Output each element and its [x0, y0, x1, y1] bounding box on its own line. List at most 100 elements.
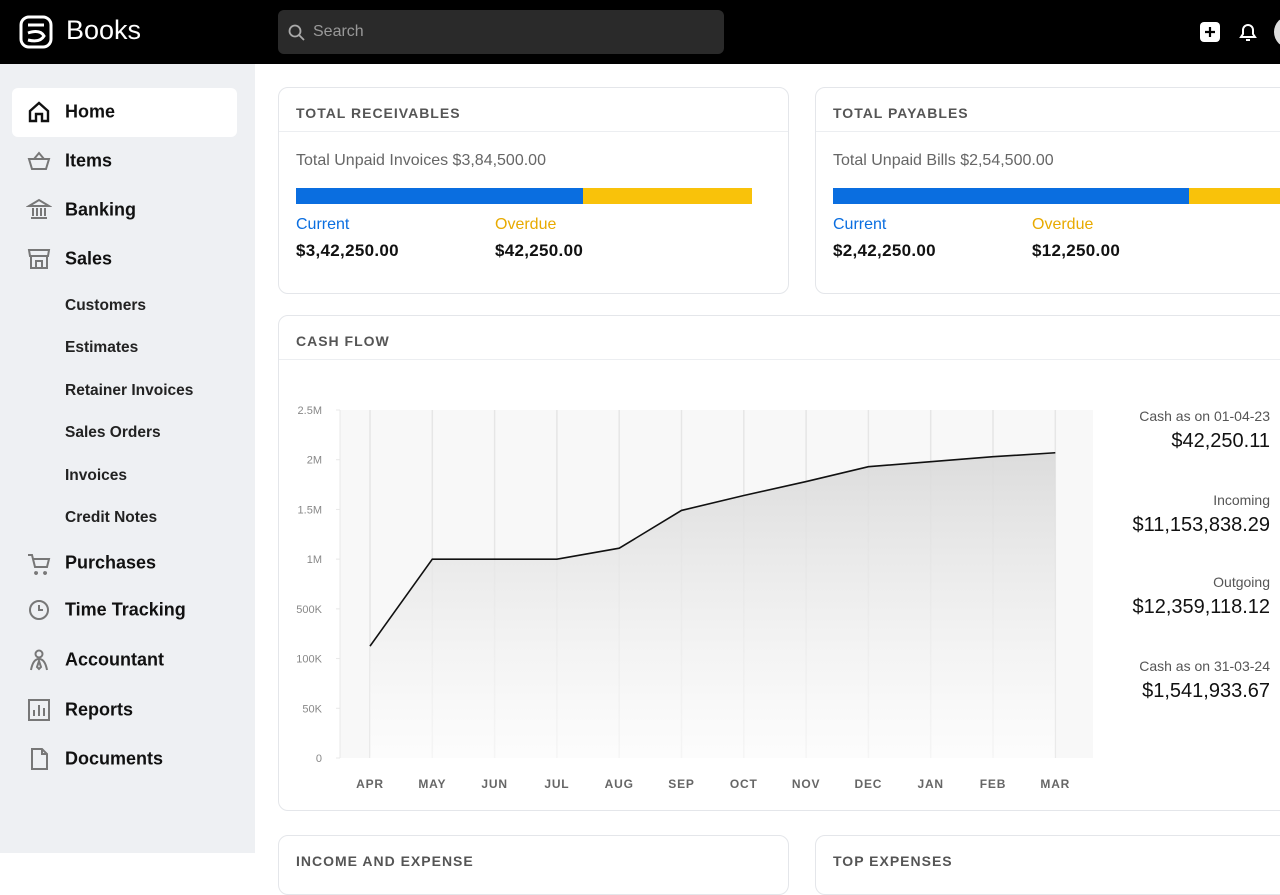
- separator: [816, 131, 1280, 132]
- y-tick-label: 0: [316, 753, 322, 765]
- nav-icon: [30, 649, 48, 671]
- overdue-segment: [1188, 188, 1280, 204]
- search-icon: [288, 24, 305, 41]
- nav-item[interactable]: Banking: [65, 199, 137, 220]
- nav-icon: [29, 600, 49, 620]
- receivables-card: TOTAL RECEIVABLES Total Unpaid Invoices …: [278, 87, 789, 294]
- nav-subitem[interactable]: Retainer Invoices: [65, 382, 194, 399]
- summary-label: Incoming: [1213, 492, 1270, 508]
- summary: Total Unpaid Bills $2,54,500.00: [833, 152, 1054, 170]
- progress-bar: [833, 188, 1280, 204]
- summary-value: $1,541,933.67: [1142, 680, 1270, 702]
- add-button[interactable]: [1198, 20, 1222, 44]
- current-value: $3,42,250.00: [296, 241, 399, 260]
- top-bar: Books Search: [0, 0, 1280, 64]
- current-value: $2,42,250.00: [833, 241, 936, 260]
- current-segment: [296, 188, 584, 204]
- nav-item[interactable]: Home: [65, 101, 116, 122]
- avatar[interactable]: [1274, 16, 1280, 48]
- current-label: Current: [833, 216, 887, 233]
- x-tick-label: JUN: [481, 777, 507, 791]
- notifications-button[interactable]: [1236, 20, 1260, 44]
- separator: [279, 359, 1280, 360]
- overdue-label: Overdue: [495, 216, 557, 233]
- x-tick-label: OCT: [730, 777, 758, 791]
- search-placeholder: Search: [313, 23, 364, 40]
- nav-icon: [28, 554, 51, 575]
- nav-icon: [28, 101, 50, 123]
- nav-icon: [31, 748, 48, 770]
- summary-value: $11,153,838.29: [1132, 514, 1270, 536]
- x-tick-label: DEC: [855, 777, 883, 791]
- nav-item[interactable]: Time Tracking: [65, 599, 186, 620]
- summary-value: $12,359,118.12: [1132, 596, 1270, 618]
- y-tick-label: 50K: [302, 703, 322, 715]
- summary: Total Unpaid Invoices $3,84,500.00: [296, 152, 546, 170]
- cash-flow-chart: APR MAY JUN JUL AUG SEP OCT NOV DEC JAN FEB MAR 0 50K…: [296, 405, 1070, 791]
- nav-item[interactable]: Items: [65, 150, 113, 171]
- x-tick-label: SEP: [668, 777, 694, 791]
- separator: [279, 131, 788, 132]
- overdue-segment: [583, 188, 752, 204]
- summary-label: Total Unpaid Bills: [833, 152, 956, 169]
- summary-label: Total Unpaid Invoices: [296, 152, 449, 169]
- nav-icon: [26, 198, 52, 219]
- x-tick-label: MAR: [1040, 777, 1070, 791]
- card-title: TOTAL RECEIVABLES: [296, 105, 461, 121]
- card-title: INCOME AND EXPENSE: [296, 853, 474, 869]
- nav-item[interactable]: Reports: [65, 699, 134, 720]
- overdue-value: $12,250.00: [1032, 241, 1121, 260]
- logo-icon: [19, 15, 53, 49]
- main: TOTAL RECEIVABLES Total Unpaid Invoices …: [278, 87, 1280, 895]
- x-tick-label: NOV: [792, 777, 820, 791]
- summary-label: Cash as on 31-03-24: [1139, 658, 1270, 674]
- area: [370, 452, 1056, 758]
- top-expenses-card: TOP EXPENSES: [815, 835, 1280, 895]
- y-tick-label: 500K: [296, 604, 322, 616]
- y-tick-label: 100K: [296, 654, 322, 666]
- progress-bar: [296, 188, 752, 204]
- current-segment: [833, 188, 1189, 204]
- overdue-label: Overdue: [1032, 216, 1094, 233]
- summary-label: Cash as on 01-04-23: [1139, 408, 1270, 424]
- payables-card: TOTAL PAYABLES Total Unpaid Bills $2,54,…: [815, 87, 1280, 294]
- nav-item[interactable]: Sales: [65, 248, 113, 269]
- card-title: TOTAL PAYABLES: [833, 105, 969, 121]
- summary-value: $2,54,500.00: [960, 152, 1054, 169]
- y-tick-label: 2.5M: [298, 405, 322, 417]
- y-tick-label: 1.5M: [298, 504, 322, 516]
- nav-icon: [27, 151, 51, 170]
- card-title: CASH FLOW: [296, 333, 390, 349]
- summary-value: $42,250.11: [1171, 430, 1270, 452]
- overdue-value: $42,250.00: [495, 241, 584, 260]
- nav-item[interactable]: Purchases: [65, 552, 157, 573]
- y-tick-label: 2M: [307, 455, 322, 467]
- summary-value: $3,84,500.00: [452, 152, 546, 169]
- nav-subitem[interactable]: Sales Orders: [65, 424, 161, 441]
- nav-subitem[interactable]: Customers: [65, 297, 146, 314]
- x-tick-label: APR: [356, 777, 384, 791]
- active-highlight: [12, 88, 237, 137]
- y-tick-label: 1M: [307, 554, 322, 566]
- sidebar: Home Items Banking Sales Customers Estimates R…: [0, 64, 255, 853]
- nav-icon: [27, 249, 51, 269]
- income-expense-card: INCOME AND EXPENSE: [278, 835, 789, 895]
- search-box[interactable]: Search: [278, 10, 724, 54]
- summary-label: Outgoing: [1213, 574, 1270, 590]
- current-label: Current: [296, 216, 350, 233]
- app-name: Books: [66, 15, 142, 45]
- nav-item[interactable]: Documents: [65, 748, 164, 769]
- nav-subitem[interactable]: Credit Notes: [65, 509, 158, 526]
- nav-subitem[interactable]: Estimates: [65, 339, 139, 356]
- x-tick-label: AUG: [605, 777, 634, 791]
- nav-icon: [28, 699, 50, 721]
- card-title: TOP EXPENSES: [833, 853, 953, 869]
- x-tick-label: JUL: [544, 777, 569, 791]
- nav-subitem[interactable]: Invoices: [65, 467, 128, 484]
- x-tick-label: MAY: [418, 777, 446, 791]
- x-tick-label: FEB: [980, 777, 1006, 791]
- x-tick-label: JAN: [917, 777, 943, 791]
- nav-item[interactable]: Accountant: [65, 649, 164, 670]
- line: [369, 451, 1056, 647]
